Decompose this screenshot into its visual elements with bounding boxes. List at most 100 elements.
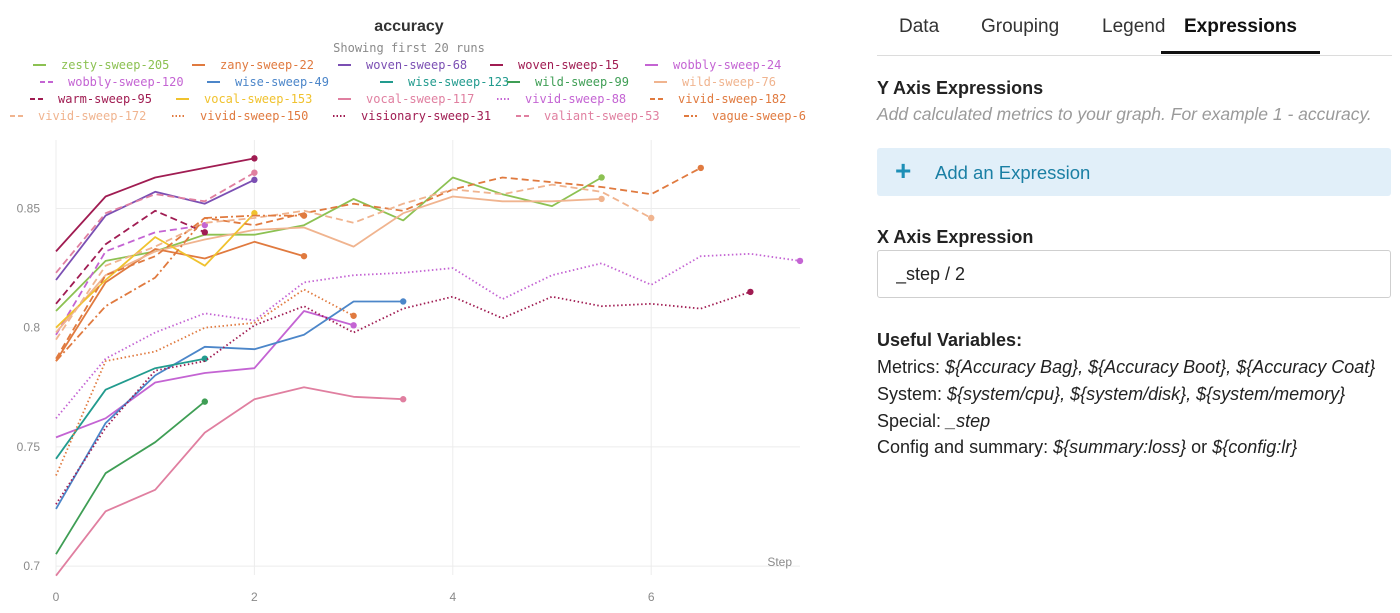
x-tick-label-4: 4 xyxy=(449,590,456,604)
series-line-wild-sweep-99[interactable] xyxy=(55,400,206,555)
tab-grouping[interactable]: Grouping xyxy=(981,16,1060,37)
config-value-config: ${config:lr} xyxy=(1212,437,1298,457)
y-tick-label-0-8: 0.8 xyxy=(23,321,40,335)
accuracy-chart-panel: accuracy Showing first 20 runs zesty-swe… xyxy=(0,0,840,613)
legend-label-woven-sweep-15[interactable]: woven-sweep-15 xyxy=(518,58,619,72)
tab-expressions[interactable]: Expressions xyxy=(1161,16,1320,54)
series-line-vocal-sweep-117[interactable] xyxy=(55,386,404,577)
series-end-point-vocal-sweep-117[interactable] xyxy=(400,396,407,403)
legend-label-vivid-sweep-182[interactable]: vivid-sweep-182 xyxy=(678,92,786,106)
metrics-variables: Metrics: ${Accuracy Bag}, ${Accuracy Boo… xyxy=(877,357,1375,378)
series-line-wobbly-sweep-24[interactable] xyxy=(55,310,354,439)
config-variables: Config and summary: ${summary:loss} or $… xyxy=(877,437,1297,458)
system-variables: System: ${system/cpu}, ${system/disk}, $… xyxy=(877,384,1345,405)
system-label: System: xyxy=(877,384,943,404)
series-line-vocal-sweep-153[interactable] xyxy=(55,212,256,329)
legend-label-woven-sweep-68[interactable]: woven-sweep-68 xyxy=(366,58,467,72)
series-end-point-valiant-sweep-53[interactable] xyxy=(251,169,258,176)
series-end-point-wobbly-sweep-120[interactable] xyxy=(201,221,208,229)
tab-legend[interactable]: Legend xyxy=(1102,16,1166,37)
legend-label-vocal-sweep-117[interactable]: vocal-sweep-117 xyxy=(366,92,474,106)
y-tick-label-0-85: 0.85 xyxy=(17,201,41,215)
series-end-point-visionary-sweep-31[interactable] xyxy=(747,288,754,296)
x-tick-label-2: 2 xyxy=(251,590,258,604)
series-end-point-woven-sweep-15[interactable] xyxy=(251,155,258,162)
legend-label-wise-sweep-123[interactable]: wise-sweep-123 xyxy=(408,75,509,89)
config-label: Config and summary: xyxy=(877,437,1049,457)
series-line-woven-sweep-68[interactable] xyxy=(55,178,255,281)
legend-label-wild-sweep-99[interactable]: wild-sweep-99 xyxy=(535,75,629,89)
legend-label-wild-sweep-76[interactable]: wild-sweep-76 xyxy=(682,75,776,89)
legend-label-vague-sweep-6[interactable]: vague-sweep-6 xyxy=(712,109,806,123)
chart-legend: zesty-sweep-205 zany-sweep-22 woven-sweep-… xyxy=(10,58,806,123)
series-end-point-wild-sweep-76[interactable] xyxy=(598,195,605,203)
useful-variables-heading: Useful Variables: xyxy=(877,330,1023,350)
legend-label-wise-sweep-49[interactable]: wise-sweep-49 xyxy=(235,75,329,89)
legend-label-wobbly-sweep-24[interactable]: wobbly-sweep-24 xyxy=(673,58,781,72)
tab-data[interactable]: Data xyxy=(899,16,940,37)
legend-label-wobbly-sweep-120[interactable]: wobbly-sweep-120 xyxy=(68,75,184,89)
series-line-zesty-sweep-205[interactable] xyxy=(55,176,603,312)
x-axis-expression-input[interactable] xyxy=(877,250,1391,298)
series-end-point-vivid-sweep-172[interactable] xyxy=(648,214,655,222)
panel-tabs: Data Grouping Legend Expressions xyxy=(877,0,1392,56)
series-end-point-wise-sweep-49[interactable] xyxy=(400,298,407,305)
legend-label-vivid-sweep-150[interactable]: vivid-sweep-150 xyxy=(200,109,308,123)
series-line-wobbly-sweep-120[interactable] xyxy=(55,224,205,336)
legend-label-vivid-sweep-172[interactable]: vivid-sweep-172 xyxy=(38,109,146,123)
add-expression-label: Add an Expression xyxy=(935,162,1091,183)
x-axis-expression-heading: X Axis Expression xyxy=(877,227,1034,247)
config-value-summary: ${summary:loss} xyxy=(1053,437,1187,457)
y-tick-label-0-75: 0.75 xyxy=(17,440,41,454)
chart-title: accuracy xyxy=(374,18,443,35)
special-variables: Special: _step xyxy=(877,411,990,432)
series-line-vivid-sweep-150[interactable] xyxy=(55,288,355,476)
y-axis-expressions-heading: Y Axis Expressions xyxy=(877,78,1044,98)
system-value: ${system/cpu}, ${system/disk}, ${system/… xyxy=(947,384,1346,404)
series-line-wise-sweep-123[interactable] xyxy=(55,357,205,460)
series-line-valiant-sweep-53[interactable] xyxy=(55,171,255,274)
series-line-wild-sweep-76[interactable] xyxy=(55,195,602,334)
chart-axis-ticks: 0.7 0.75 0.8 0.85 0 2 4 6 xyxy=(17,201,655,604)
series-end-point-vague-sweep-6[interactable] xyxy=(300,212,308,219)
series-line-zany-sweep-22[interactable] xyxy=(55,240,305,362)
series-end-point-wobbly-sweep-24[interactable] xyxy=(350,322,357,329)
y-axis-expressions-hint: Add calculated metrics to your graph. Fo… xyxy=(877,104,1372,124)
series-end-point-woven-sweep-68[interactable] xyxy=(251,176,258,184)
metrics-value: ${Accuracy Bag}, ${Accuracy Boot}, ${Acc… xyxy=(945,357,1376,377)
plus-icon: + xyxy=(895,155,912,186)
series-line-warm-sweep-95[interactable] xyxy=(55,209,206,305)
legend-label-valiant-sweep-53[interactable]: valiant-sweep-53 xyxy=(544,109,660,123)
series-end-point-vivid-sweep-88[interactable] xyxy=(796,257,804,265)
series-line-vivid-sweep-172[interactable] xyxy=(55,183,652,341)
series-end-point-zany-sweep-22[interactable] xyxy=(300,252,308,260)
series-end-point-zesty-sweep-205[interactable] xyxy=(598,174,605,181)
series-line-woven-sweep-15[interactable] xyxy=(55,157,255,253)
x-tick-label-6: 6 xyxy=(648,590,655,604)
legend-label-visionary-sweep-31[interactable]: visionary-sweep-31 xyxy=(361,109,491,123)
series-line-vivid-sweep-88[interactable] xyxy=(55,252,801,419)
legend-label-zesty-sweep-205[interactable]: zesty-sweep-205 xyxy=(61,58,169,72)
y-tick-label-0-7: 0.7 xyxy=(23,559,40,573)
legend-label-vocal-sweep-153[interactable]: vocal-sweep-153 xyxy=(204,92,312,106)
chart-subtitle: Showing first 20 runs xyxy=(333,41,485,55)
special-value: _step xyxy=(946,411,991,431)
config-or: or xyxy=(1191,437,1208,457)
x-tick-label-0: 0 xyxy=(53,590,60,604)
legend-label-zany-sweep-22[interactable]: zany-sweep-22 xyxy=(220,58,314,72)
series-end-point-wild-sweep-99[interactable] xyxy=(201,398,208,405)
chart-series xyxy=(55,155,804,577)
series-line-wise-sweep-49[interactable] xyxy=(55,300,404,510)
series-end-point-vivid-sweep-182[interactable] xyxy=(697,164,704,172)
series-end-point-vivid-sweep-150[interactable] xyxy=(350,312,357,319)
legend-label-vivid-sweep-88[interactable]: vivid-sweep-88 xyxy=(525,92,626,106)
add-expression-button[interactable]: + Add an Expression xyxy=(877,148,1391,196)
legend-label-warm-sweep-95[interactable]: warm-sweep-95 xyxy=(58,92,152,106)
special-label: Special: xyxy=(877,411,942,431)
metrics-label: Metrics: xyxy=(877,357,940,377)
series-end-point-wise-sweep-123[interactable] xyxy=(201,355,208,362)
x-axis-label: Step xyxy=(767,555,792,569)
accuracy-chart[interactable]: accuracy Showing first 20 runs zesty-swe… xyxy=(0,0,840,613)
series-end-point-warm-sweep-95[interactable] xyxy=(201,229,208,236)
series-line-vivid-sweep-182[interactable] xyxy=(55,167,702,360)
